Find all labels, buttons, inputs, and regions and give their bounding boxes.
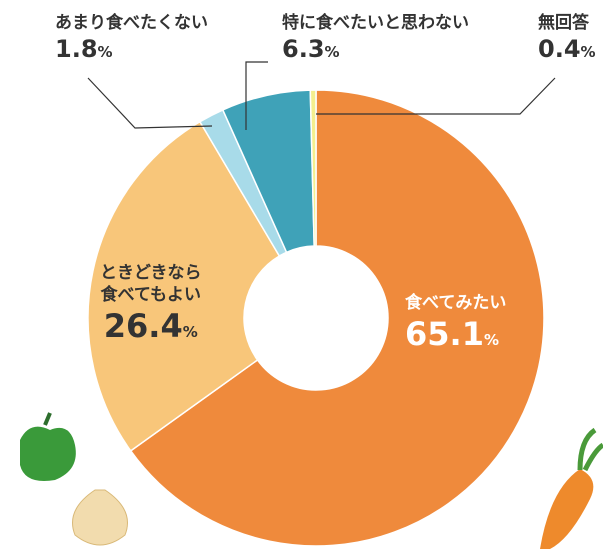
- value-number: 0.4: [538, 35, 581, 64]
- category-name: 食べてみたい: [405, 293, 507, 313]
- value-label: 0.4%: [538, 34, 596, 65]
- slice: [309, 89, 317, 247]
- value-unit: %: [182, 323, 198, 342]
- value-unit: %: [97, 43, 113, 62]
- value-number: 65.1: [405, 315, 484, 354]
- leader-line: [316, 77, 556, 115]
- slice-label: あまり食べたくない 1.8%: [55, 12, 208, 65]
- slice-label: 無回答 0.4%: [538, 12, 596, 65]
- leader-line: [245, 61, 268, 130]
- slice-label: 特に食べたいと思わない 6.3%: [282, 12, 469, 65]
- decoration: [20, 412, 603, 549]
- value-number: 26.4: [103, 307, 183, 346]
- carrot-leaf: [577, 427, 603, 472]
- carrot: [540, 469, 594, 549]
- slice-label: 食べてみたい 65.1%: [405, 292, 506, 356]
- value-number: 6.3: [282, 35, 325, 64]
- slice-label: ときどきなら 食べてもよい 26.4%: [100, 262, 202, 348]
- category-name: ときどきなら 食べてもよい: [100, 263, 202, 306]
- category-name: 無回答: [538, 13, 589, 33]
- value-label: 6.3%: [282, 34, 469, 65]
- category-name: 特に食べたいと思わない: [282, 13, 469, 33]
- slice: [87, 120, 281, 452]
- value-unit: %: [483, 331, 499, 350]
- value-unit: %: [580, 43, 596, 62]
- value-label: 65.1%: [405, 314, 506, 356]
- pepper: [20, 426, 76, 481]
- value-label: 1.8%: [55, 34, 208, 65]
- slice: [129, 89, 545, 547]
- pepper-stem: [43, 412, 52, 426]
- onion: [72, 489, 128, 546]
- value-unit: %: [324, 43, 340, 62]
- value-label: 26.4%: [100, 306, 202, 348]
- category-name: あまり食べたくない: [55, 13, 208, 33]
- value-number: 1.8: [55, 35, 98, 64]
- leader-line: [87, 77, 213, 129]
